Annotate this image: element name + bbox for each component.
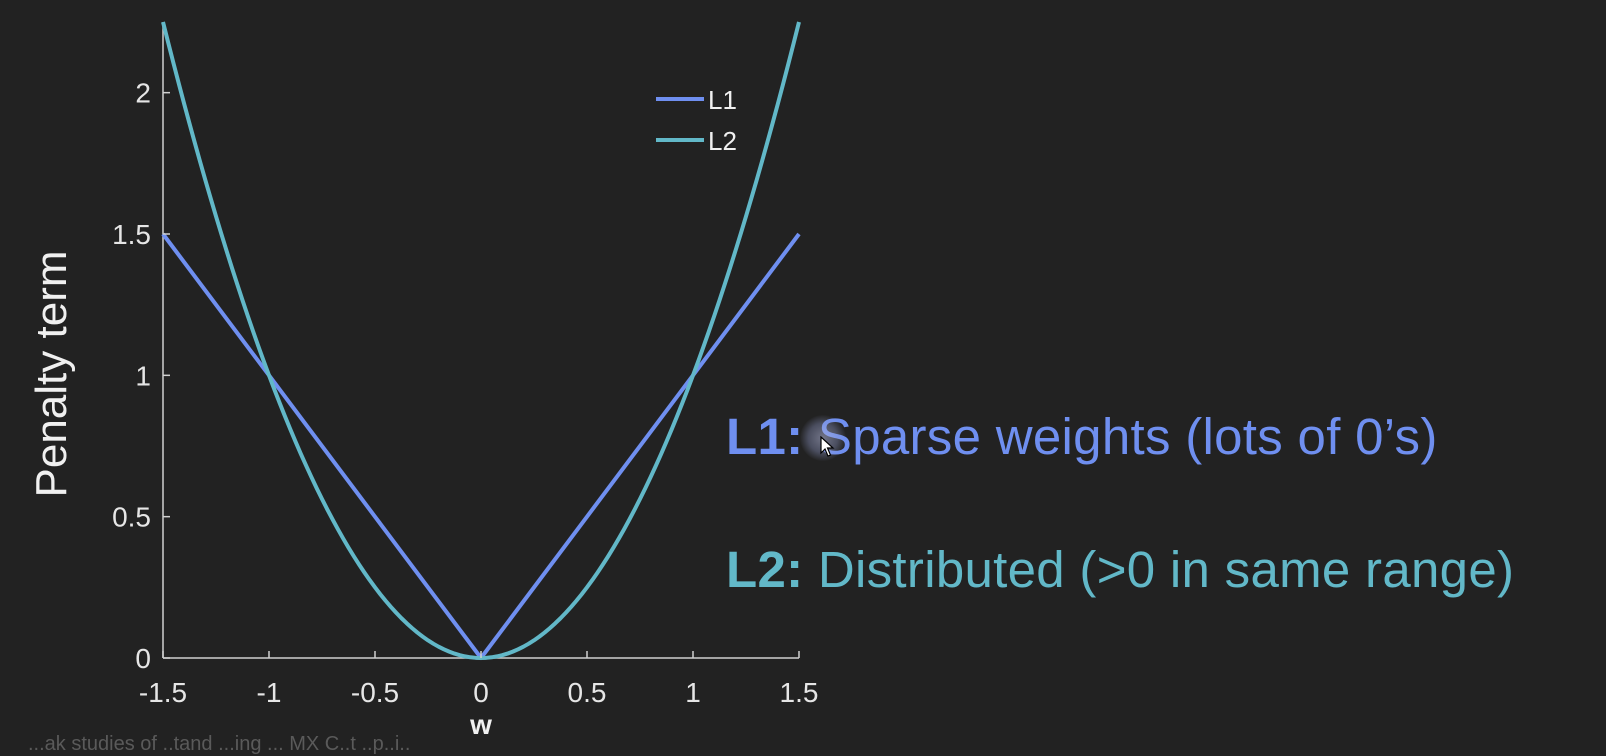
cursor-highlight <box>800 415 846 461</box>
series-l1-line <box>161 232 801 660</box>
legend-label-l1: L1 <box>708 85 737 115</box>
mouse-pointer-icon <box>820 436 835 457</box>
series-l2-line <box>161 21 801 660</box>
x-tick-label: -1 <box>257 677 282 708</box>
y-tick-label: 1.5 <box>112 219 151 250</box>
y-tick-label: 1 <box>135 360 151 391</box>
bottom-caption-fragment: ...ak studies of ..tand ...ing ... MX C.… <box>28 733 411 755</box>
y-tick-label: 2 <box>135 78 151 109</box>
y-tick-label: 0 <box>135 643 151 674</box>
x-tick-label: -0.5 <box>351 677 399 708</box>
x-tick-label: 0.5 <box>568 677 607 708</box>
series-layer <box>161 21 801 660</box>
caption-l2-text: Distributed (>0 in same range) <box>803 541 1515 598</box>
caption-l2-lead: L2: <box>726 541 804 598</box>
x-tick-label: -1.5 <box>139 677 187 708</box>
axes <box>162 22 799 659</box>
caption-l1-lead: L1: <box>726 408 804 465</box>
ticks: -1.5 -1 -0.5 0 0.5 1 1.5 0 0.5 1 1.5 2 <box>112 78 818 708</box>
y-tick-label: 0.5 <box>112 502 151 533</box>
legend-label-l2: L2 <box>708 126 737 156</box>
x-tick-label: 1.5 <box>780 677 819 708</box>
y-axis-label: Penalty term <box>27 251 76 498</box>
caption-l1-text: Sparse weights (lots of 0’s) <box>803 408 1438 465</box>
x-tick-label: 1 <box>685 677 701 708</box>
x-tick-label: 0 <box>473 677 489 708</box>
caption-l2: L2: Distributed (>0 in same range) <box>726 540 1514 599</box>
caption-l1: L1: Sparse weights (lots of 0’s) <box>726 407 1438 466</box>
x-axis-label: w <box>469 709 492 740</box>
